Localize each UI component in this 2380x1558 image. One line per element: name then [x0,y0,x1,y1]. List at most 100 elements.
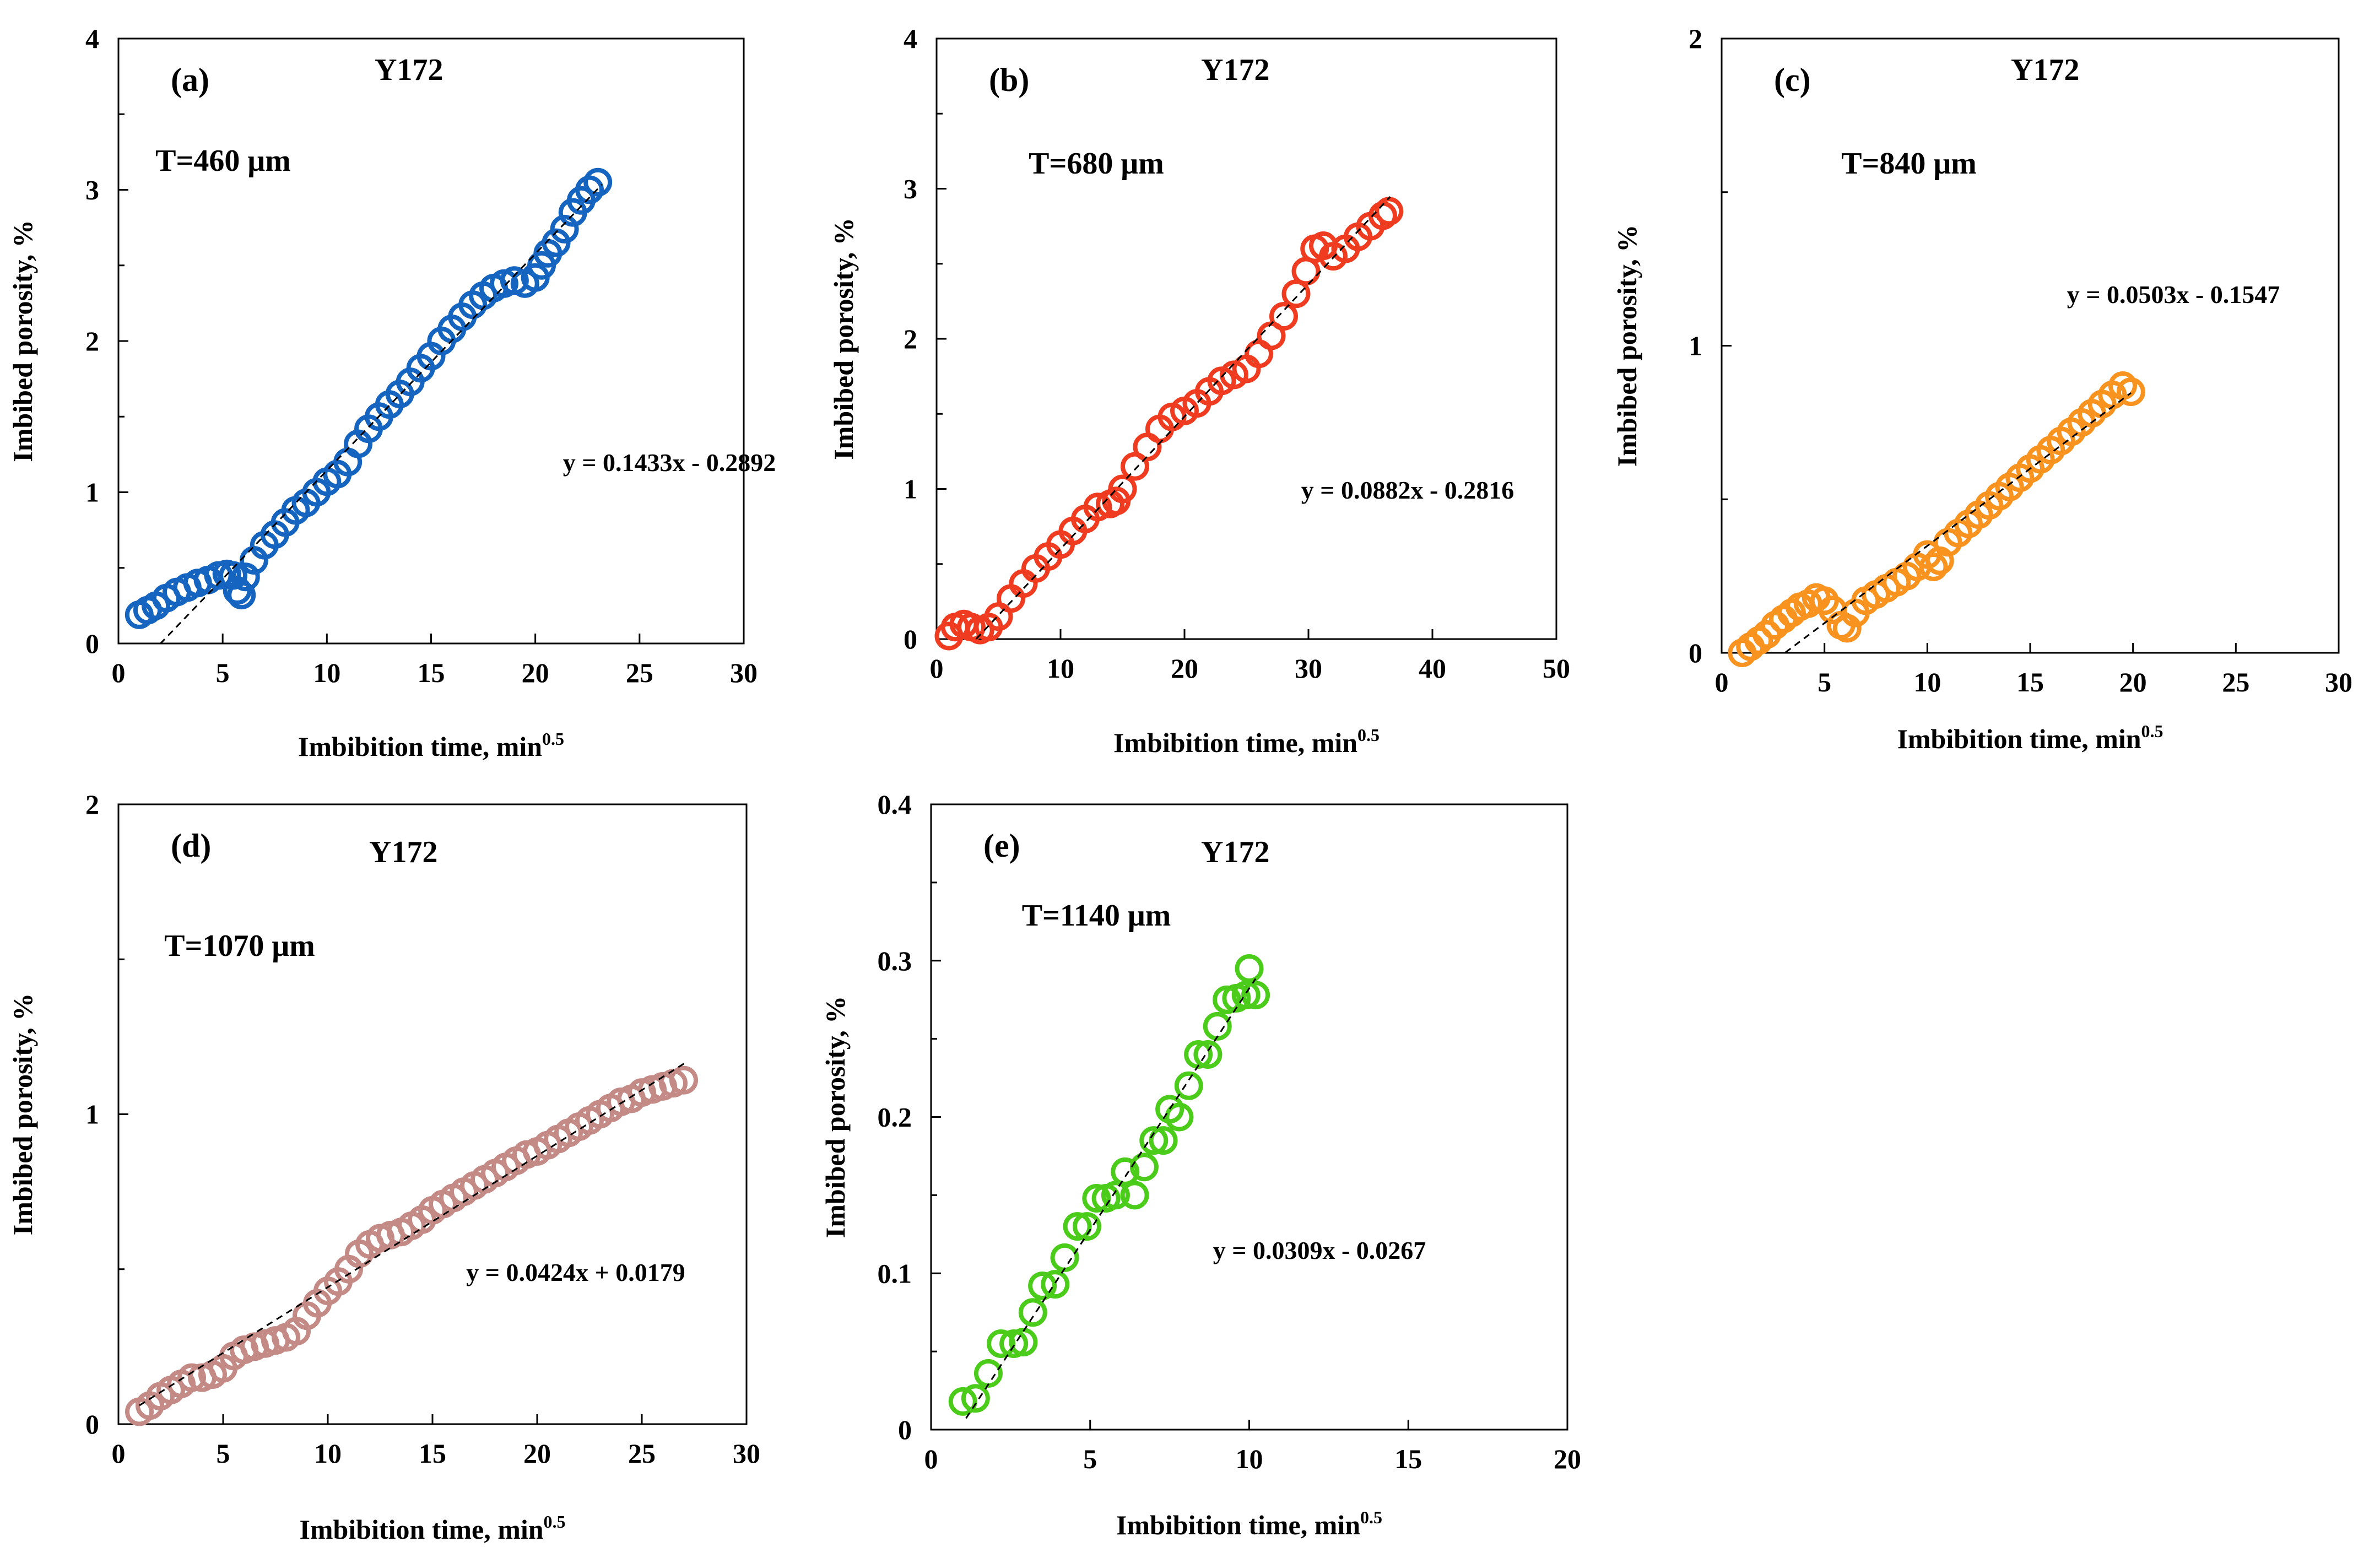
y-tick-label: 2 [85,789,99,820]
fit-equation: y = 0.0503x - 0.1547 [2067,280,2280,309]
y-tick-label: 0.4 [878,789,912,820]
x-tick-label: 40 [1419,653,1446,684]
chart-panel-a: 0 5 10 15 20 25 30 0 1 2 3 4 Imbibition time, min0.5… [7,23,776,762]
chart-panel-e: 0 5 10 15 20 0 0.1 0.2 0.3 0.4 Imbibition time, mi… [820,789,1581,1540]
x-tick-label: 30 [1295,653,1322,684]
data-point [1281,279,1311,309]
fit-equation: y = 0.0424x + 0.0179 [466,1258,685,1286]
plot-frame [935,37,1557,640]
x-tick-label: 10 [1047,653,1074,684]
x-tick-label: 50 [1543,653,1570,684]
panel-tag: (b) [989,62,1029,98]
x-tick-label: 0 [112,1438,126,1469]
y-tick-label: 3 [904,174,917,204]
fit-equation: y = 0.0309x - 0.0267 [1213,1236,1426,1264]
y-axis-title: Imbibed porosity, % [820,996,851,1238]
x-tick-label: 20 [2119,667,2147,697]
y-tick-label: 1 [85,1099,99,1130]
plot-frame [117,803,748,1425]
data-series [125,1065,698,1426]
x-tick-label: 25 [2222,667,2249,697]
x-tick-label: 25 [628,1438,656,1469]
data-point [1041,1270,1070,1299]
sample-label: Y172 [1201,835,1269,869]
data-point [1832,614,1862,643]
data-point [231,562,260,592]
data-point [1919,552,1948,581]
data-point [1101,1181,1130,1210]
chart-panel-d: 0 5 10 15 20 25 30 0 1 2 Imbibition time, min0.5 Im… [7,789,760,1545]
data-point [1231,981,1261,1010]
x-tick-label: 5 [1083,1443,1097,1474]
fit-line [159,183,603,645]
sample-label: Y172 [1201,53,1269,87]
x-tick-label: 0 [924,1443,938,1474]
x-tick-label: 20 [523,1438,551,1469]
thickness-label: T=840 μm [1841,147,1977,181]
data-point [227,581,256,610]
panel-tag: (d) [171,827,211,864]
data-point [1203,1011,1232,1041]
x-tick-label: 15 [419,1438,446,1469]
x-tick-label: 30 [733,1438,760,1469]
data-point [1121,452,1149,481]
data-point [583,167,613,197]
data-point [1111,1157,1140,1186]
x-axis-title: Imbibition time, min0.5 [1113,725,1380,758]
y-tick-label: 4 [85,23,99,54]
y-axis-title: Imbibed porosity, % [7,993,38,1235]
data-point [1193,1040,1223,1069]
x-tick-label: 20 [522,657,549,688]
x-tick-label: 5 [216,657,230,688]
fit-line [975,196,1391,640]
data-point [1028,1271,1057,1300]
x-axis-title-superscript: 0.5 [544,1512,566,1532]
data-point [1083,493,1112,522]
y-tick-label: 2 [85,326,99,356]
fit-equation: y = 0.1433x - 0.2892 [563,448,776,477]
y-tick-label: 2 [904,323,917,354]
x-tick-label: 25 [626,657,653,688]
x-tick-label: 0 [112,657,126,688]
x-axis-title: Imbibition time, min0.5 [299,1512,565,1545]
y-tick-label: 2 [1689,23,1702,54]
x-tick-label: 0 [930,653,944,684]
data-point [1108,474,1137,504]
y-tick-label: 0 [898,1414,912,1445]
data-point [1063,1212,1092,1241]
thickness-label: T=680 μm [1029,147,1164,181]
data-point [669,1065,698,1095]
x-tick-label: 30 [2325,667,2352,697]
fit-equation: y = 0.0882x - 0.2816 [1301,476,1514,504]
y-tick-label: 0 [1689,637,1702,668]
data-point [550,214,579,244]
data-point [1139,1126,1169,1155]
fit-line [139,1060,689,1406]
data-point [1241,981,1270,1010]
y-tick-label: 3 [85,175,99,205]
y-tick-label: 4 [904,23,917,54]
x-tick-label: 5 [1818,667,1831,697]
y-axis-title: Imbibed porosity, % [7,220,38,462]
data-series [934,197,1404,651]
plot-frame [1721,37,2340,654]
data-point [961,1384,990,1413]
data-series [1728,371,2145,667]
data-point [177,1363,206,1392]
x-axis-title-superscript: 0.5 [1360,1507,1382,1527]
x-tick-label: 0 [1715,667,1729,697]
data-point [948,1387,977,1416]
data-series [125,167,613,629]
chart-panel-b: 0 10 20 30 40 50 0 1 2 3 4 Imbibition time, min0.5 I… [828,23,1570,758]
sample-label: Y172 [2011,53,2079,87]
data-point [1018,1298,1047,1327]
x-tick-label: 10 [313,657,340,688]
y-tick-label: 1 [85,477,99,508]
y-axis-title: Imbibed porosity, % [1611,225,1642,467]
y-tick-label: 0.2 [878,1102,912,1133]
y-tick-label: 1 [1689,331,1702,361]
data-point [1165,1102,1194,1132]
thickness-label: T=460 μm [155,144,291,178]
data-point [1174,1071,1203,1100]
